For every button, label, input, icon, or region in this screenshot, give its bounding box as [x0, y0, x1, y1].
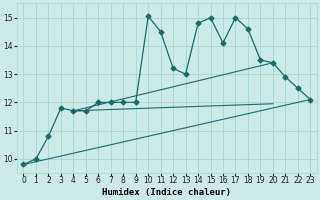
- X-axis label: Humidex (Indice chaleur): Humidex (Indice chaleur): [102, 188, 231, 197]
